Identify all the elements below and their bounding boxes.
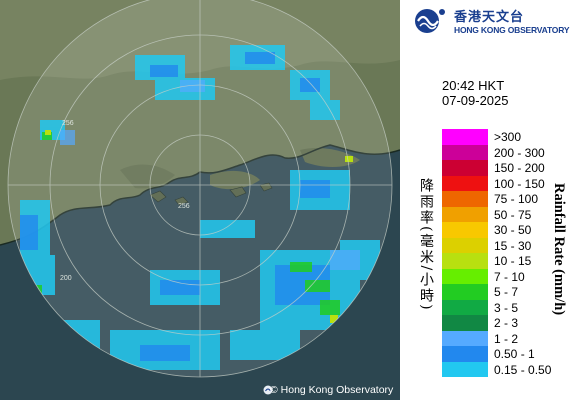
range-ring-label: 256 [62, 120, 74, 127]
copyright-icon [263, 385, 273, 395]
legend-row: 150 - 200 [442, 160, 577, 176]
observatory-logo: 香港天文台 HONG KONG OBSERVATORY [412, 6, 572, 38]
legend-swatch [442, 330, 488, 346]
legend-row: >300 [442, 129, 577, 145]
legend-row: 50 - 75 [442, 206, 577, 222]
legend-swatch [442, 315, 488, 331]
legend-label: 3 - 5 [494, 300, 519, 315]
legend-row: 0.15 - 0.50 [442, 361, 577, 377]
legend-swatch [442, 129, 488, 145]
legend-label: 200 - 300 [494, 145, 545, 160]
legend-swatch [442, 237, 488, 253]
legend-swatch [442, 144, 488, 160]
legend-swatch [442, 299, 488, 315]
radar-time: 20:42 HKT [442, 78, 505, 93]
legend-swatch [442, 222, 488, 238]
range-ring-labels: 256 200 256 [60, 120, 190, 282]
legend-panel: 香港天文台 HONG KONG OBSERVATORY 20:42 HKT 07… [400, 0, 577, 400]
observatory-emblem-icon [415, 9, 445, 33]
legend-row: 3 - 5 [442, 299, 577, 315]
legend-title-en: Rainfall Rate (mm/h) [551, 183, 567, 316]
legend-label: 2 - 3 [494, 316, 519, 330]
legend-row: 15 - 30 [442, 237, 577, 253]
legend-swatch [442, 346, 488, 362]
rainfall-legend: >300 200 - 300 150 - 200 100 - 150 75 - 100 5… [442, 129, 577, 377]
logo-name-en: HONG KONG OBSERVATORY [454, 25, 570, 35]
range-ring-label: 256 [178, 203, 190, 210]
legend-swatch [442, 206, 488, 222]
copyright-text: © Hong Kong Observatory [270, 384, 394, 396]
legend-row: 2 - 3 [442, 315, 577, 331]
legend-row: 75 - 100 [442, 191, 577, 207]
legend-row: 100 - 150 [442, 175, 577, 191]
legend-label: 7 - 10 [494, 269, 525, 284]
legend-label: >300 [494, 130, 522, 144]
range-rings [7, 0, 393, 378]
legend-label: 100 - 150 [494, 176, 545, 191]
legend-title-zh: 降雨率(毫米/小時) [418, 178, 434, 312]
legend-swatch [442, 361, 488, 377]
legend-row: 5 - 7 [442, 284, 577, 300]
logo-name-zh: 香港天文台 [454, 10, 525, 25]
legend-swatch [442, 268, 488, 284]
legend-label: 0.15 - 0.50 [494, 362, 552, 377]
legend-swatch [442, 284, 488, 300]
legend-label: 5 - 7 [494, 285, 519, 299]
legend-label: 50 - 75 [494, 207, 532, 222]
legend-row: 30 - 50 [442, 222, 577, 238]
legend-label: 15 - 30 [494, 238, 532, 253]
legend-row: 200 - 300 [442, 144, 577, 160]
radar-map: 256 200 256 [0, 0, 400, 400]
range-ring-label: 200 [60, 275, 72, 282]
legend-row: 1 - 2 [442, 330, 577, 346]
legend-label: 30 - 50 [494, 223, 532, 237]
legend-row: 0.50 - 1 [442, 346, 577, 362]
legend-row: 7 - 10 [442, 268, 577, 284]
legend-label: 150 - 200 [494, 161, 545, 175]
legend-label: 75 - 100 [494, 192, 539, 206]
legend-swatch [442, 160, 488, 176]
legend-swatch [442, 191, 488, 207]
legend-label: 0.50 - 1 [494, 347, 535, 361]
legend-label: 1 - 2 [494, 331, 519, 346]
radar-date: 07-09-2025 [442, 93, 509, 108]
legend-swatch [442, 175, 488, 191]
legend-swatch [442, 253, 488, 269]
legend-row: 10 - 15 [442, 253, 577, 269]
legend-label: 10 - 15 [494, 254, 532, 268]
